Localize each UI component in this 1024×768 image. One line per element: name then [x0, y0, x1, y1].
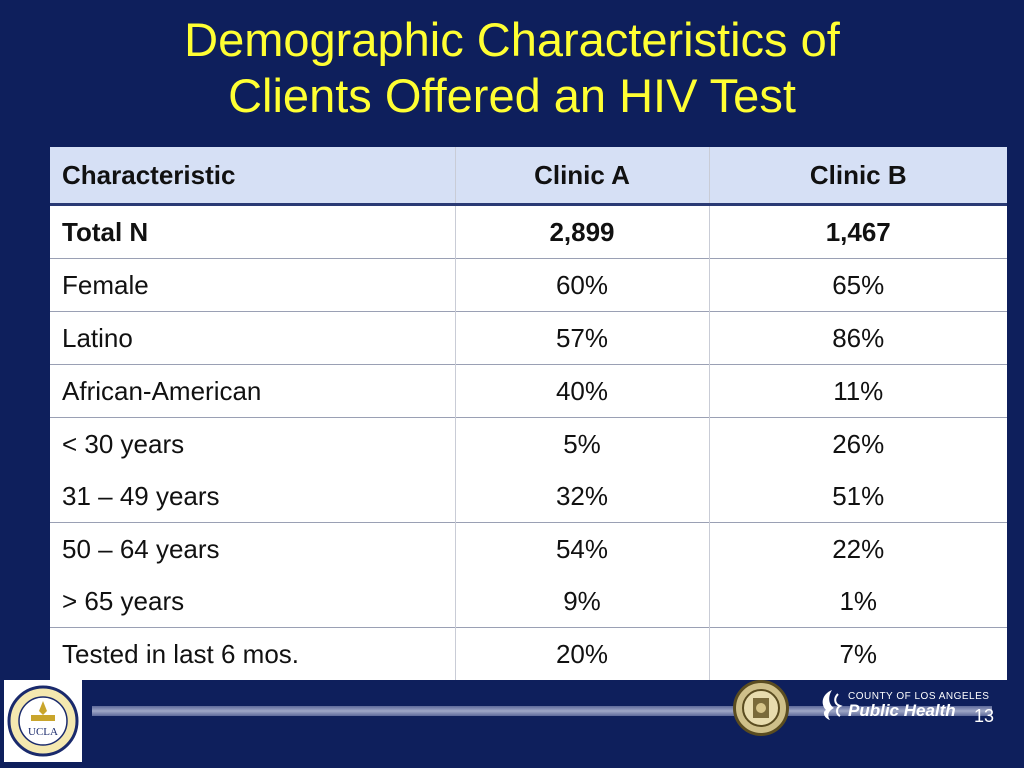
slide-title: Demographic Characteristics of Clients O… [0, 12, 1024, 124]
table-row: African-American 40% 11% [50, 364, 1007, 418]
clinic-b-value: 86% [709, 311, 1007, 365]
clinic-b-value: 51% [832, 480, 885, 511]
header-characteristic: Characteristic [50, 147, 456, 206]
public-health-mark-icon [822, 690, 843, 720]
table-row: Tested in last 6 mos. 20% 7% [50, 627, 1007, 680]
table-row: Latino 57% 86% [50, 311, 1007, 365]
clinic-b-value: 65% [709, 258, 1007, 312]
row-label: 31 – 49 years [50, 470, 456, 523]
table-row: Female 60% 65% [50, 258, 1007, 312]
row-label: African-American [50, 364, 456, 418]
clinic-a-value: 40% [455, 364, 710, 418]
row-label: < 30 years [50, 417, 456, 470]
header-clinic-b: Clinic B [709, 147, 1007, 206]
clinic-a-value: 57% [455, 311, 710, 365]
county-label: COUNTY OF LOS ANGELES [848, 690, 990, 702]
clinic-b-value: 1% [839, 585, 878, 616]
table-row: Total N 2,899 1,467 [50, 204, 1007, 259]
ucla-seal-icon: UCLA [7, 685, 79, 757]
clinic-a-value: 2,899 [455, 204, 710, 259]
row-label: 50 – 64 years [50, 522, 456, 575]
row-label: Tested in last 6 mos. [50, 627, 456, 680]
clinic-a-value: 9% [455, 575, 710, 628]
table-header-row: Characteristic Clinic A Clinic B [50, 147, 1007, 206]
clinic-a-value: 54% [455, 522, 710, 575]
row-label: Latino [50, 311, 456, 365]
clinic-b-value: 1,467 [825, 216, 891, 247]
ucla-text: UCLA [28, 726, 58, 738]
clinic-b-value: 7% [709, 627, 1007, 680]
ucla-seal-logo: UCLA [4, 680, 82, 762]
header-clinic-a: Clinic A [455, 147, 710, 206]
row-label: Female [50, 258, 456, 312]
title-line-2: Clients Offered an HIV Test [228, 69, 796, 122]
clinic-a-value: 32% [455, 470, 710, 523]
row-label: Total N [50, 204, 456, 259]
clinic-b-value: 22% [709, 522, 1007, 575]
demographics-table: Characteristic Clinic A Clinic B Total N… [50, 147, 1007, 680]
county-seal-logo [733, 680, 789, 736]
title-line-1: Demographic Characteristics of [184, 13, 840, 66]
public-health-logo: COUNTY OF LOS ANGELES Public Health [818, 688, 989, 722]
table-row: 50 – 64 years 54% 22% [50, 522, 1007, 575]
clinic-b-value: 26% [709, 417, 1007, 470]
clinic-a-value: 60% [455, 258, 710, 312]
clinic-b-value: 11% [709, 364, 1007, 418]
county-seal-icon [742, 689, 780, 727]
public-health-label: Public Health [848, 700, 956, 720]
table-row: 31 – 49 years 32% 51% [50, 470, 1007, 523]
table-row: > 65 years 9% 1% [50, 575, 1007, 628]
table-row: < 30 years 5% 26% [50, 417, 1007, 470]
page-number: 13 [974, 706, 995, 726]
footer-divider [92, 706, 992, 716]
clinic-a-value: 5% [455, 417, 710, 470]
clinic-a-value: 20% [455, 627, 710, 680]
row-label: > 65 years [50, 575, 456, 628]
